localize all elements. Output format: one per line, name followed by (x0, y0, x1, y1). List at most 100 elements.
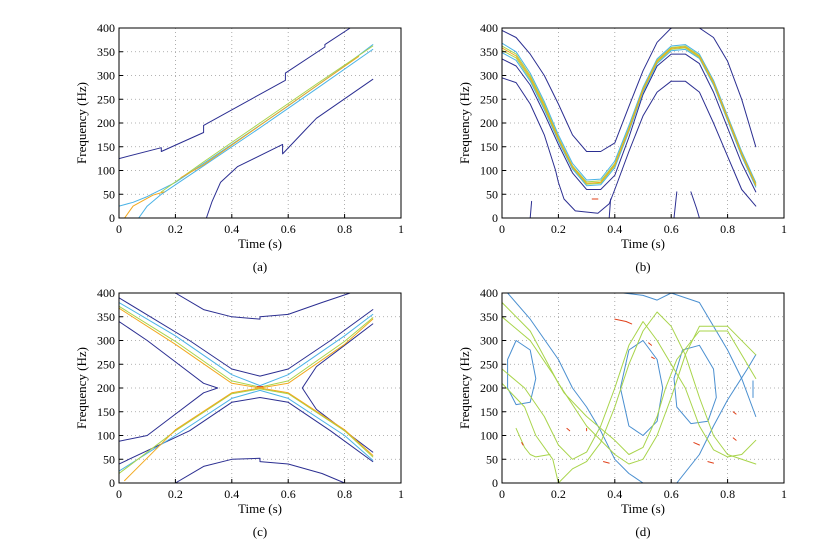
x-tick-label: 1 (398, 222, 404, 236)
x-tick-label: 0.2 (551, 222, 566, 236)
y-tick-label: 250 (97, 357, 115, 371)
contour-line (205, 78, 374, 218)
y-tick-label: 350 (97, 310, 115, 324)
contour-line (180, 56, 360, 179)
y-tick-label: 250 (97, 92, 115, 106)
y-tick-label: 50 (486, 187, 498, 201)
x-tick-label: 0 (116, 487, 122, 501)
y-tick-label: 400 (97, 21, 115, 35)
y-tick-label: 150 (480, 140, 498, 154)
y-tick-label: 50 (103, 187, 115, 201)
y-axis-label: Frequency (Hz) (74, 347, 89, 429)
panel-caption: (d) (635, 524, 650, 539)
contour-line (648, 342, 652, 346)
y-tick-label: 100 (97, 164, 115, 178)
panel-caption: (a) (253, 259, 267, 274)
x-tick-label: 0.8 (720, 222, 735, 236)
x-tick-label: 1 (781, 487, 787, 501)
contour-line (502, 302, 757, 465)
panel-caption: (b) (635, 259, 650, 274)
contour-line (507, 293, 644, 483)
panel-c: 0 0.2 0.4 0.6 0.8 1 0 50 100 150 200 250 300 350 400 Ti… (74, 286, 404, 539)
y-tick-label: 0 (109, 211, 115, 225)
x-tick-label: 0.2 (551, 487, 566, 501)
contour-line (693, 442, 700, 446)
y-tick-label: 400 (480, 286, 498, 300)
x-axis-label: Time (s) (621, 236, 665, 251)
contour-line (521, 442, 524, 446)
contour-line (119, 389, 374, 472)
y-tick-label: 350 (480, 45, 498, 59)
x-tick-label: 0.6 (664, 487, 679, 501)
contour-line (174, 457, 346, 483)
panel-d: 0 0.2 0.4 0.6 0.8 1 0 50 100 150 200 250 300 350 400 Ti… (457, 286, 787, 539)
x-tick-label: 0.8 (720, 487, 735, 501)
contour-line (502, 321, 757, 460)
y-tick-label: 150 (97, 140, 115, 154)
contour-line (515, 427, 551, 458)
y-tick-label: 400 (480, 21, 498, 35)
contour-line (502, 48, 757, 188)
y-tick-label: 100 (480, 164, 498, 178)
contour-line (174, 293, 351, 320)
contour-line (566, 427, 571, 432)
y-tick-label: 50 (103, 452, 115, 466)
x-axis-label: Time (s) (238, 501, 282, 516)
contour-line (160, 45, 374, 193)
x-tick-label: 0 (499, 222, 505, 236)
contour-line (119, 397, 374, 465)
y-tick-label: 300 (480, 69, 498, 83)
contour-line (690, 191, 700, 218)
y-tick-label: 300 (97, 69, 115, 83)
contour-line (119, 297, 374, 377)
y-tick-label: 150 (97, 405, 115, 419)
x-tick-label: 0.6 (281, 487, 296, 501)
contour-line (502, 28, 672, 152)
contour-line (119, 44, 374, 207)
contour-line (138, 48, 374, 218)
y-tick-label: 150 (480, 405, 498, 419)
x-tick-label: 0.2 (168, 487, 183, 501)
contour-line (622, 293, 672, 301)
contour-line (676, 354, 757, 483)
contour-group (119, 293, 374, 483)
y-tick-label: 50 (486, 452, 498, 466)
x-axis-label: Time (s) (621, 501, 665, 516)
contour-line (502, 382, 559, 483)
x-tick-label: 0.2 (168, 222, 183, 236)
y-tick-label: 200 (480, 381, 498, 395)
contour-line (119, 28, 351, 160)
x-tick-label: 0.4 (224, 487, 239, 501)
contour-line (651, 356, 655, 360)
contour-line (502, 77, 757, 214)
y-tick-label: 100 (480, 429, 498, 443)
y-tick-label: 200 (97, 116, 115, 130)
y-axis-label: Frequency (Hz) (457, 347, 472, 429)
contour-line (614, 318, 633, 325)
x-tick-label: 0.6 (281, 222, 296, 236)
contour-line (502, 53, 757, 193)
contour-line (124, 387, 374, 482)
x-tick-label: 1 (398, 487, 404, 501)
x-axis-label: Time (s) (238, 236, 282, 251)
y-axis-label: Frequency (Hz) (74, 82, 89, 164)
y-tick-label: 400 (97, 286, 115, 300)
x-tick-label: 0.4 (607, 487, 622, 501)
x-tick-label: 0.4 (607, 222, 622, 236)
y-tick-label: 0 (492, 476, 498, 490)
contour-line (557, 311, 757, 483)
contour-line (502, 46, 757, 186)
contour-line (507, 340, 537, 406)
y-axis-label: Frequency (Hz) (457, 82, 472, 164)
panel-b: 0 0.2 0.4 0.6 0.8 1 0 50 100 150 200 250 300 350 400 Ti… (457, 21, 787, 274)
contour-line (698, 28, 757, 148)
contour-line (502, 45, 757, 185)
contour-line (119, 302, 374, 387)
y-tick-label: 200 (97, 381, 115, 395)
x-tick-label: 1 (781, 222, 787, 236)
panel-a: 0 0.2 0.4 0.6 0.8 1 0 50 100 150 200 250 300 350 400 Ti… (74, 21, 404, 274)
y-tick-label: 200 (480, 116, 498, 130)
contour-line (603, 461, 610, 464)
x-tick-label: 0.8 (337, 222, 352, 236)
